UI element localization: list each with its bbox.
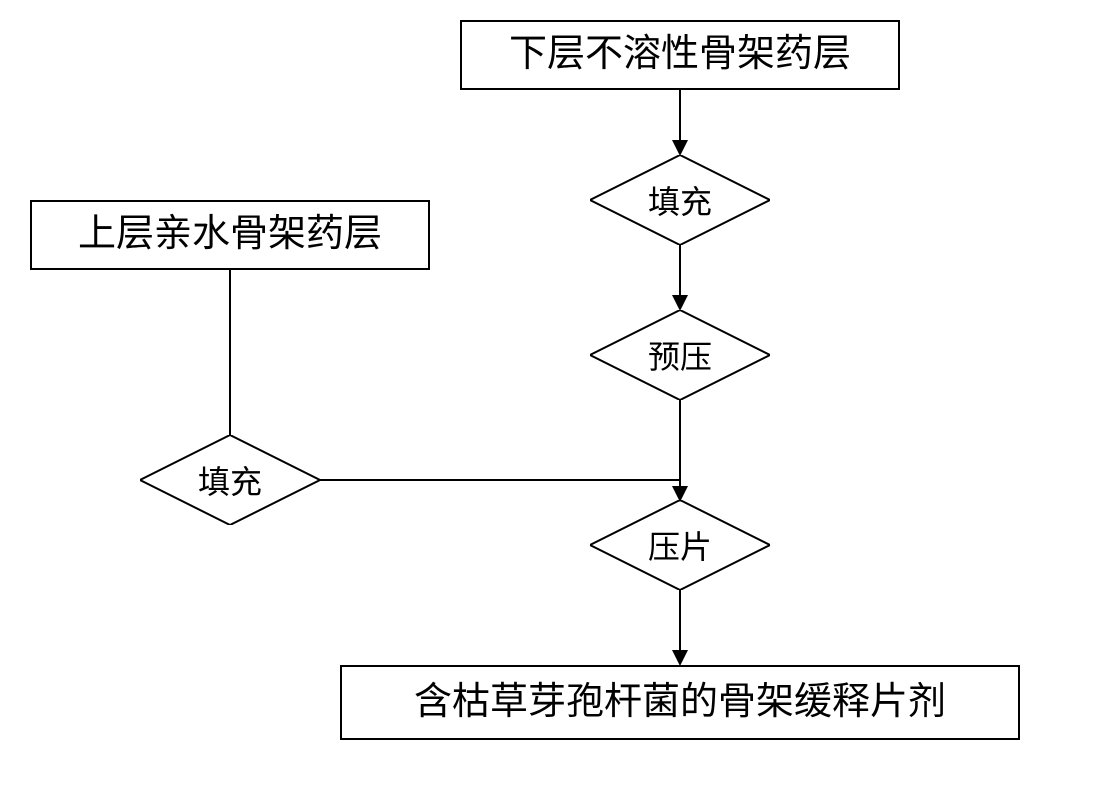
diamond2-label: 预压 [648, 332, 712, 378]
top-rect-label: 下层不溶性骨架药层 [509, 32, 851, 78]
arrow-top-to-d1 [672, 140, 688, 156]
edge-dleft-to-main [320, 479, 681, 481]
diamond2-node: 预压 [590, 310, 770, 400]
bottom-rect-node: 含枯草芽孢杆菌的骨架缓释片剂 [340, 665, 1020, 740]
left-rect-node: 上层亲水骨架药层 [30, 200, 430, 270]
edge-top-to-d1 [679, 90, 681, 140]
edge-left-to-dleft [229, 270, 231, 435]
diamond3-label: 压片 [648, 522, 712, 568]
arrow-d2-to-d3 [672, 486, 688, 502]
edge-d3-to-bottom [679, 590, 681, 650]
edge-d2-to-d3 [679, 400, 681, 486]
diamond3-node: 压片 [590, 500, 770, 590]
top-rect-node: 下层不溶性骨架药层 [460, 20, 900, 90]
edge-d1-to-d2 [679, 245, 681, 295]
arrow-d3-to-bottom [672, 650, 688, 666]
bottom-rect-label: 含枯草芽孢杆菌的骨架缓释片剂 [414, 680, 946, 726]
arrow-d1-to-d2 [672, 295, 688, 311]
diamond-left-label: 填充 [198, 457, 262, 503]
left-rect-label: 上层亲水骨架药层 [78, 212, 382, 258]
diamond1-node: 填充 [590, 155, 770, 245]
diamond1-label: 填充 [648, 177, 712, 223]
diamond-left-node: 填充 [140, 435, 320, 525]
